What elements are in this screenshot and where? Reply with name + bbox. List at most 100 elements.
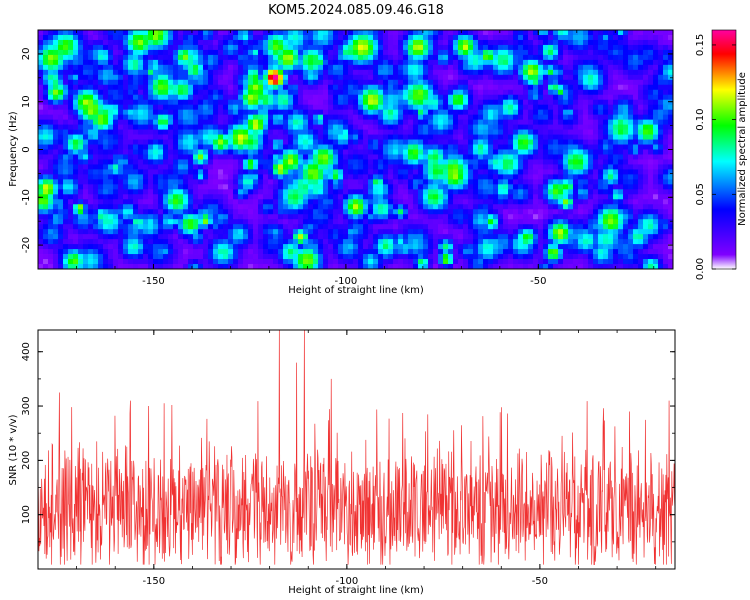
heatmap-cell: [428, 39, 434, 46]
heatmap-cell: [348, 194, 354, 200]
heatmap-cell: [373, 39, 379, 46]
heatmap-cell: [63, 174, 69, 180]
heatmap-cell: [358, 174, 364, 180]
heatmap-cell: [513, 34, 519, 41]
heatmap-cell: [448, 54, 454, 61]
heatmap-cell: [213, 39, 219, 46]
heatmap-cell: [563, 219, 569, 225]
heatmap-cell: [288, 189, 294, 195]
heatmap-cell: [598, 74, 604, 81]
heatmap-cell: [383, 154, 389, 160]
heatmap-cell: [493, 119, 499, 126]
heatmap-cell: [373, 104, 379, 111]
heatmap-cell: [518, 74, 524, 81]
heatmap-cell: [333, 169, 339, 175]
heatmap-cell: [228, 54, 234, 61]
heatmap-cell: [403, 89, 409, 96]
heatmap-cell: [333, 219, 339, 225]
heatmap-cell: [308, 199, 314, 205]
heatmap-cell: [208, 79, 214, 86]
heatmap-cell: [583, 114, 589, 121]
heatmap-cell: [638, 30, 644, 36]
heatmap-cell: [308, 89, 314, 96]
heatmap-cell: [433, 189, 439, 195]
heatmap-cell: [488, 74, 494, 81]
heatmap-cell: [103, 139, 109, 145]
heatmap-cell: [78, 174, 84, 180]
heatmap-cell: [178, 204, 184, 210]
heatmap-cell: [578, 189, 584, 195]
heatmap-cell: [553, 104, 559, 111]
heatmap-cell: [638, 104, 644, 111]
heatmap-cell: [263, 144, 269, 150]
heatmap-cell: [263, 199, 269, 205]
heatmap-cell: [358, 184, 364, 190]
heatmap-cell: [453, 119, 459, 126]
heatmap-cell: [413, 199, 419, 205]
heatmap-cell: [58, 224, 64, 230]
heatmap-cell: [548, 204, 554, 210]
heatmap-cell: [183, 99, 189, 106]
heatmap-cell: [198, 134, 204, 140]
heatmap-cell: [648, 139, 654, 145]
heatmap-cell: [308, 164, 314, 170]
heatmap-cell: [93, 99, 99, 106]
heatmap-cell: [428, 94, 434, 101]
heatmap-cell: [243, 179, 249, 185]
heatmap-cell: [363, 119, 369, 126]
heatmap-cell: [493, 44, 499, 51]
heatmap-cell: [643, 59, 649, 66]
heatmap-cell: [143, 34, 149, 41]
heatmap-cell: [433, 49, 439, 56]
heatmap-cell: [553, 179, 559, 185]
heatmap-cell: [218, 159, 224, 165]
heatmap-cell: [163, 34, 169, 41]
heatmap-cell: [643, 154, 649, 160]
heatmap-cell: [553, 169, 559, 175]
heatmap-cell: [258, 49, 264, 56]
heatmap-cell: [398, 49, 404, 56]
heatmap-cell: [638, 209, 644, 215]
heatmap-cell: [338, 99, 344, 106]
heatmap-cell: [458, 44, 464, 51]
heatmap-cell: [523, 164, 529, 170]
heatmap-cell: [343, 139, 349, 145]
heatmap-cell: [298, 109, 304, 116]
heatmap-cell: [383, 139, 389, 145]
heatmap-cell: [73, 74, 79, 81]
heatmap-cell: [493, 84, 499, 91]
heatmap-cell: [388, 39, 394, 46]
heatmap-cell: [623, 129, 629, 135]
heatmap-cell: [163, 204, 169, 210]
heatmap-cell: [203, 194, 209, 200]
heatmap-cell: [448, 44, 454, 51]
heatmap-cell: [573, 109, 579, 116]
heatmap-cell: [198, 54, 204, 61]
heatmap-cell: [163, 49, 169, 56]
heatmap-cell: [288, 124, 294, 130]
heatmap-cell: [443, 79, 449, 86]
heatmap-cell: [578, 154, 584, 160]
heatmap-cell: [523, 189, 529, 195]
heatmap-cell: [523, 89, 529, 96]
heatmap-cell: [423, 164, 429, 170]
heatmap-cell: [223, 219, 229, 225]
heatmap-cell: [133, 109, 139, 116]
heatmap-cell: [663, 189, 669, 195]
heatmap-cell: [118, 139, 124, 145]
heatmap-cell: [323, 214, 329, 220]
heatmap-cell: [478, 79, 484, 86]
heatmap-cell: [303, 119, 309, 126]
heatmap-cell: [563, 59, 569, 66]
heatmap-cell: [548, 134, 554, 140]
heatmap-cell: [498, 34, 504, 41]
heatmap-cell: [653, 114, 659, 121]
heatmap-cell: [213, 54, 219, 61]
heatmap-cell: [168, 164, 174, 170]
heatmap-cell: [373, 84, 379, 91]
heatmap-cell: [213, 134, 219, 140]
heatmap-cell: [558, 184, 564, 190]
heatmap-cell: [573, 44, 579, 51]
heatmap-cell: [233, 69, 239, 76]
heatmap-cell: [283, 169, 289, 175]
